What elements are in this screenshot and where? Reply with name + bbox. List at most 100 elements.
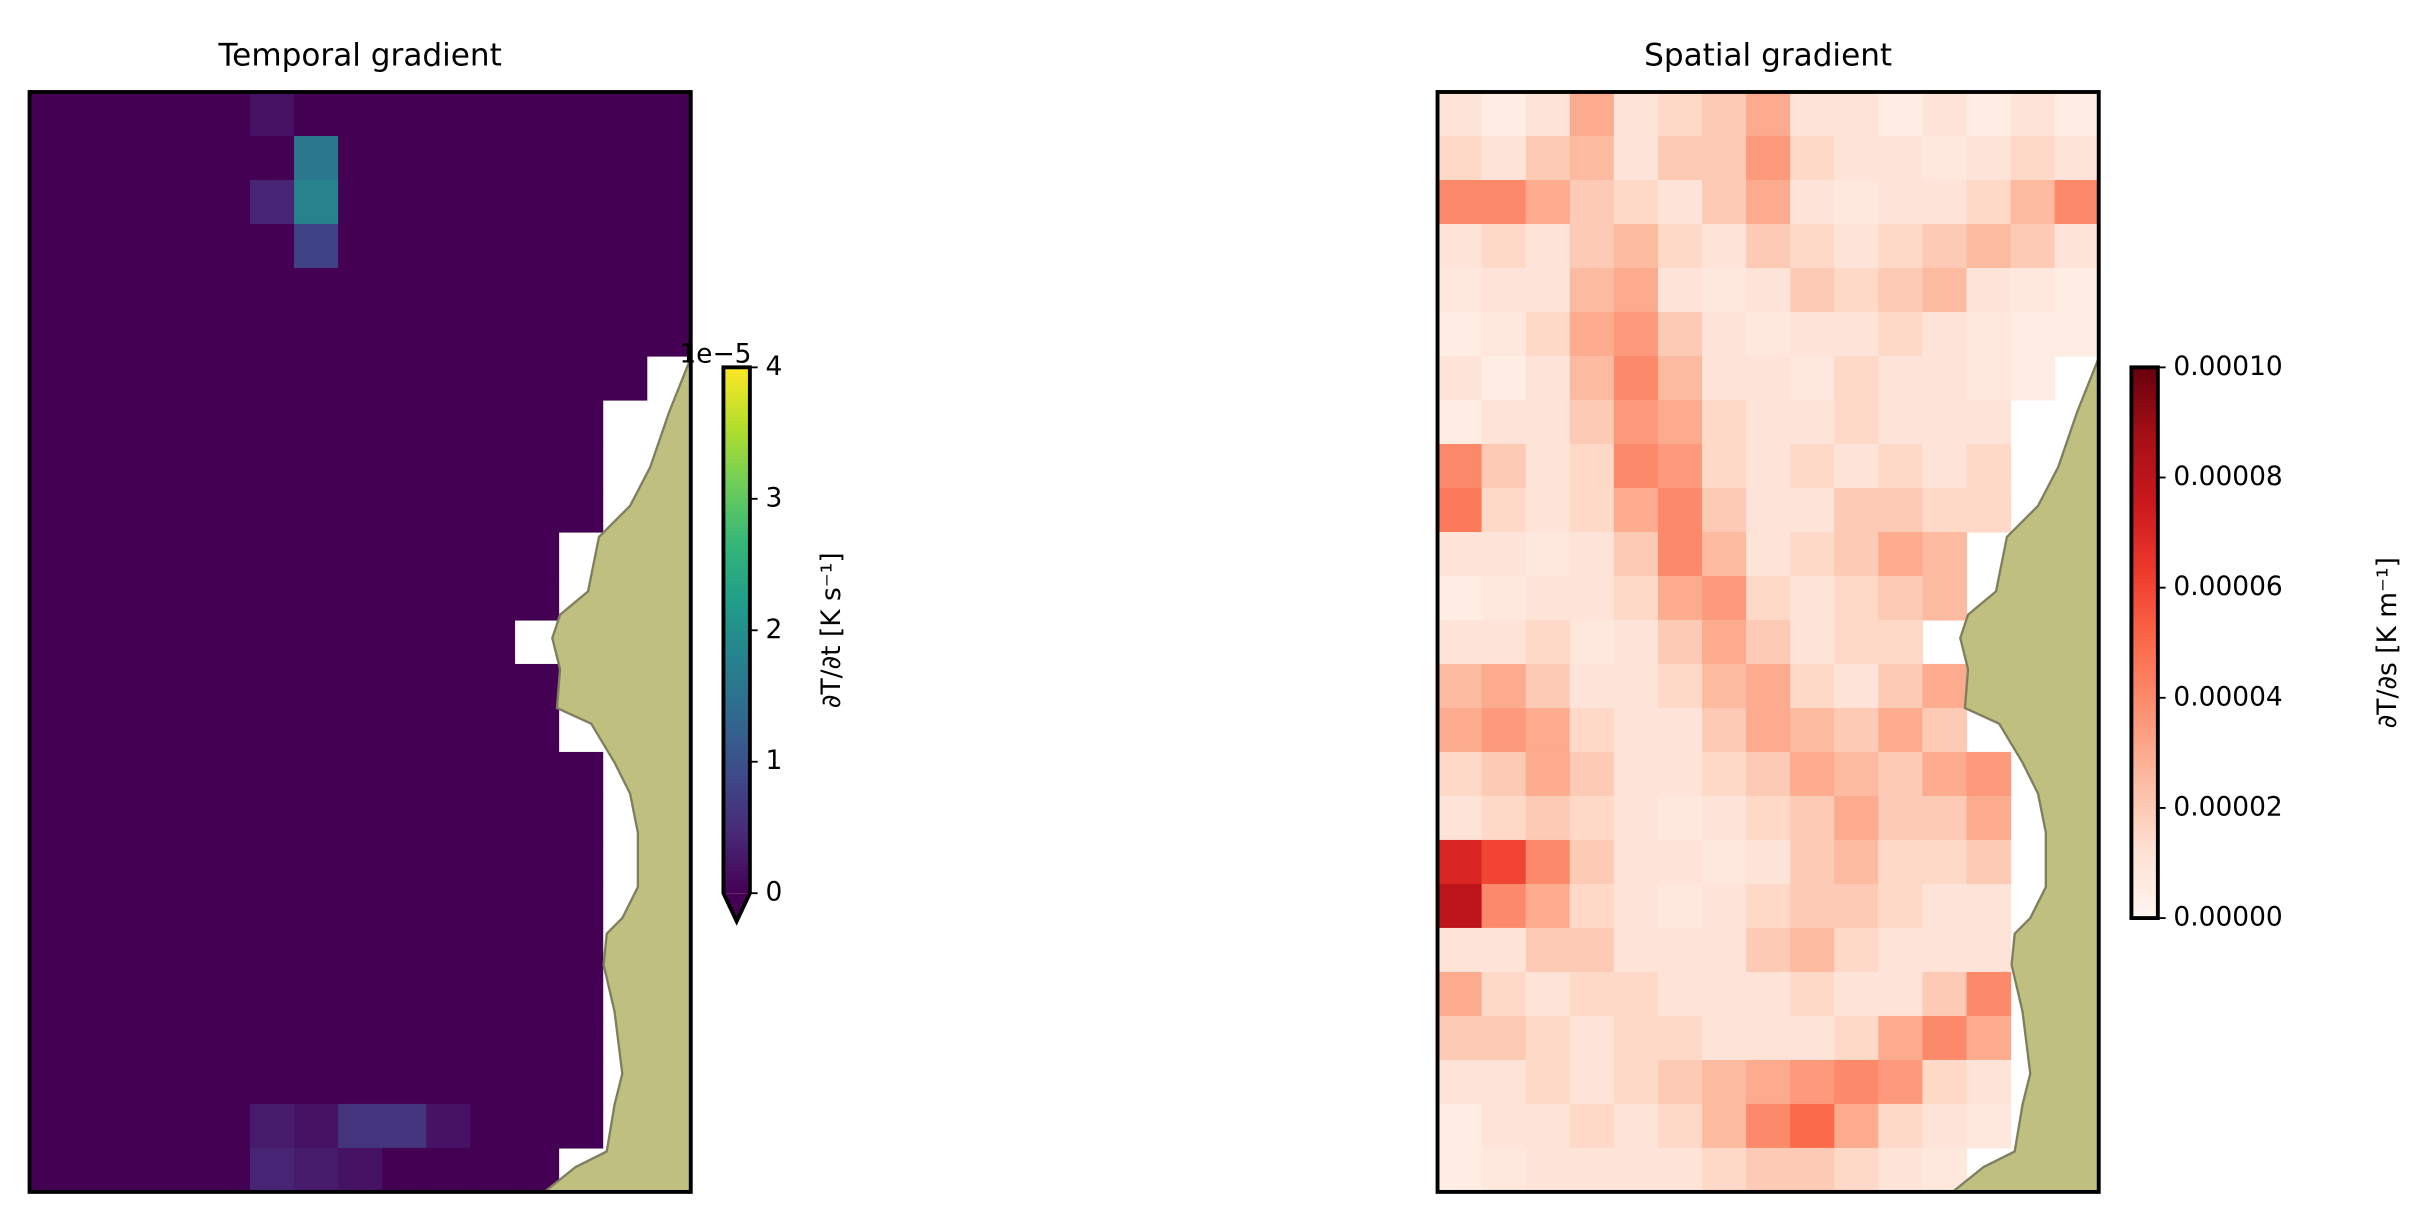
heatmap-cell	[1834, 355, 1879, 401]
heatmap-cell	[1878, 179, 1924, 225]
heatmap-cell	[294, 1015, 339, 1061]
heatmap-cell	[1657, 575, 1703, 621]
heatmap-cell	[294, 311, 339, 357]
heatmap-cell	[1878, 91, 1924, 137]
heatmap-cell	[338, 1103, 383, 1149]
heatmap-cell	[1878, 267, 1924, 313]
heatmap-cell	[1525, 487, 1571, 533]
heatmap-cell	[1481, 883, 1527, 929]
heatmap-cell	[249, 1147, 295, 1193]
heatmap-cell	[1657, 531, 1703, 577]
heatmap-cell	[73, 619, 119, 665]
heatmap-cell	[1702, 179, 1747, 225]
heatmap-cell	[338, 751, 383, 797]
heatmap-cell	[338, 179, 383, 225]
heatmap-cell	[426, 971, 471, 1017]
heatmap-cell	[205, 971, 251, 1017]
heatmap-cell	[29, 443, 75, 489]
heatmap-cell	[1481, 751, 1527, 797]
heatmap-cell	[426, 883, 471, 929]
heatmap-cell	[117, 1103, 163, 1149]
heatmap-cell	[1657, 179, 1703, 225]
heatmap-cell	[1437, 575, 1483, 621]
heatmap-cell	[249, 751, 295, 797]
heatmap-cell	[1525, 443, 1571, 489]
heatmap-cell	[1834, 795, 1879, 841]
heatmap-cell	[1966, 795, 2012, 841]
heatmap-cell	[205, 267, 251, 313]
heatmap-cell	[1702, 751, 1747, 797]
heatmap-cell	[29, 267, 75, 313]
heatmap-cell	[382, 971, 427, 1017]
heatmap-cell	[514, 795, 560, 841]
colorbar-tick-label: 0.00010	[2173, 351, 2282, 382]
heatmap-cell	[426, 531, 471, 577]
heatmap-cell	[1878, 927, 1924, 973]
heatmap-cell	[426, 311, 471, 357]
heatmap-cell	[161, 487, 207, 533]
colorbar-tick-label: 0.00002	[2173, 791, 2282, 822]
heatmap-cell	[1481, 267, 1527, 313]
heatmap-cell	[1702, 575, 1747, 621]
heatmap-cell	[1525, 267, 1571, 313]
heatmap-cell	[1525, 179, 1571, 225]
heatmap-cell	[29, 1059, 75, 1105]
heatmap-cell	[426, 839, 471, 885]
heatmap-cell	[1525, 927, 1571, 973]
heatmap-cell	[558, 223, 604, 269]
heatmap-cell	[470, 91, 516, 137]
heatmap-cell	[382, 1103, 427, 1149]
heatmap-cell	[1569, 971, 1615, 1017]
heatmap-cell	[1834, 883, 1879, 929]
heatmap-cell	[1657, 707, 1703, 753]
heatmap-cell	[558, 443, 604, 489]
heatmap-cell	[1437, 267, 1483, 313]
heatmap-cell	[1790, 311, 1835, 357]
heatmap-cell	[1702, 707, 1747, 753]
heatmap-cell	[205, 311, 251, 357]
heatmap-cell	[1922, 487, 1968, 533]
heatmap-cell	[1613, 443, 1659, 489]
heatmap-cell	[294, 751, 339, 797]
heatmap-cell	[249, 399, 295, 445]
heatmap-cell	[470, 487, 516, 533]
heatmap-cell	[117, 795, 163, 841]
heatmap-cell	[1790, 927, 1835, 973]
heatmap-cell	[1834, 311, 1879, 357]
heatmap-cell	[205, 839, 251, 885]
heatmap-cell	[1878, 619, 1924, 665]
heatmap-cell	[1746, 443, 1791, 489]
heatmap-cell	[1966, 1059, 2012, 1105]
heatmap-cell	[382, 399, 427, 445]
heatmap-cell	[73, 1015, 119, 1061]
heatmap-cell	[1878, 1059, 1924, 1105]
heatmap-cell	[1922, 575, 1968, 621]
heatmap-cell	[117, 311, 163, 357]
heatmap-cell	[161, 751, 207, 797]
heatmap-cell	[161, 135, 207, 181]
heatmap-cell	[29, 839, 75, 885]
heatmap-cell	[1878, 1147, 1924, 1193]
heatmap-cell	[73, 575, 119, 621]
heatmap-cell	[1966, 487, 2012, 533]
colorbar-tick-label: 0.00000	[2173, 902, 2282, 933]
heatmap-cell	[1922, 135, 1968, 181]
heatmap-cell	[117, 135, 163, 181]
heatmap-cell	[2054, 267, 2100, 313]
heatmap-cell	[1481, 443, 1527, 489]
heatmap-cell	[646, 311, 692, 357]
heatmap-cell	[338, 399, 383, 445]
heatmap-cell	[1878, 1015, 1924, 1061]
heatmap-cell	[1746, 355, 1791, 401]
heatmap-cell	[1922, 839, 1968, 885]
heatmap-cell	[29, 1147, 75, 1193]
heatmap-cell	[1569, 355, 1615, 401]
heatmap-cell	[29, 575, 75, 621]
heatmap-cell	[205, 663, 251, 709]
heatmap-cell	[558, 971, 604, 1017]
heatmap-cell	[161, 1147, 207, 1193]
heatmap-cell	[1613, 355, 1659, 401]
heatmap-cell	[1525, 1059, 1571, 1105]
heatmap-cell	[1613, 91, 1659, 137]
heatmap-cell	[1525, 311, 1571, 357]
